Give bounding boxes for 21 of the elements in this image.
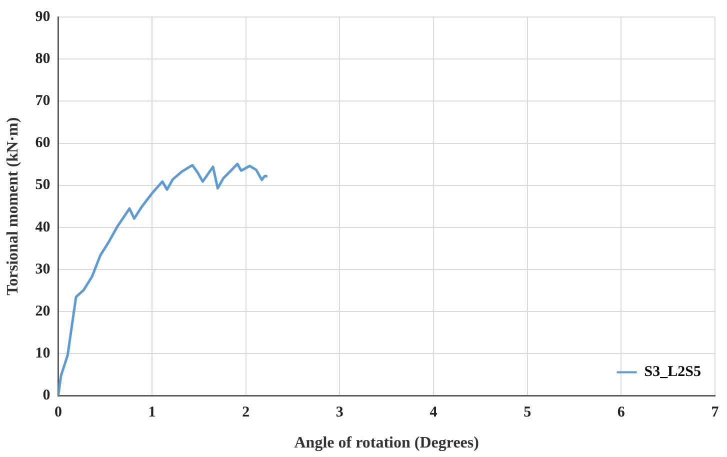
x-tick-label: 1 [148, 404, 156, 421]
y-tick-label: 30 [35, 261, 50, 278]
x-tick-label: 0 [54, 404, 62, 421]
y-tick-label: 0 [42, 388, 50, 404]
y-tick-label: 40 [35, 219, 50, 236]
y-tick-label: 90 [35, 8, 50, 25]
x-axis-title: Angle of rotation (Degrees) [294, 434, 479, 452]
y-tick-label: 60 [35, 135, 50, 152]
x-tick-label: 7 [711, 404, 720, 421]
legend-label: S3_L2S5 [644, 364, 702, 380]
y-tick-label: 70 [35, 93, 50, 110]
x-tick-label: 3 [336, 404, 344, 421]
y-tick-label: 50 [35, 177, 50, 194]
y-tick-label: 20 [35, 303, 50, 320]
x-tick-label: 5 [524, 404, 532, 421]
y-tick-label: 80 [35, 50, 50, 67]
x-tick-label: 4 [430, 404, 438, 421]
x-tick-label: 2 [242, 404, 250, 421]
x-tick-label: 6 [617, 404, 626, 421]
y-tick-label: 10 [35, 346, 50, 362]
y-axis-title: Torsional moment (kN·m) [4, 117, 22, 296]
